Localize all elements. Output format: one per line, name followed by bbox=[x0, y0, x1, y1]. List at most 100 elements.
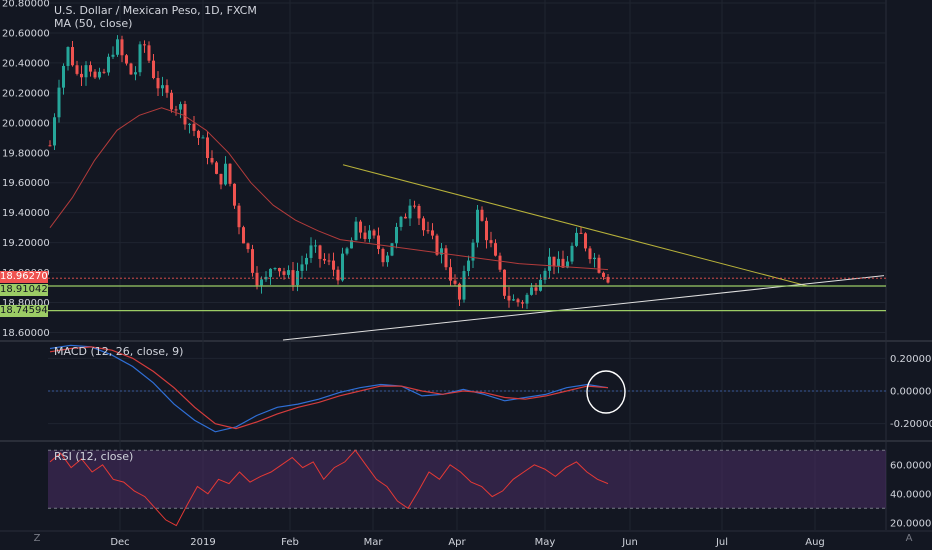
candle-body bbox=[120, 39, 124, 56]
candle-body bbox=[440, 248, 443, 255]
price-tick-label: 18.80000 bbox=[2, 298, 50, 309]
candle-body bbox=[480, 209, 484, 221]
candle-body bbox=[503, 269, 506, 296]
candle-body bbox=[539, 279, 542, 291]
candle-body bbox=[314, 245, 317, 247]
time-tick-label: 2019 bbox=[190, 537, 215, 548]
candle-body bbox=[359, 221, 362, 233]
candle-body bbox=[507, 295, 511, 301]
candle-body bbox=[345, 248, 349, 254]
candle-body bbox=[323, 258, 326, 261]
candle-body bbox=[197, 130, 200, 138]
candle-body bbox=[444, 248, 448, 268]
support-lower-badge: 18.74594 bbox=[0, 305, 48, 317]
macd-line bbox=[49, 344, 609, 433]
candle-body bbox=[404, 216, 407, 219]
candle-body bbox=[170, 92, 173, 110]
candle-body bbox=[125, 55, 128, 64]
candle-body bbox=[561, 258, 565, 268]
candle-body bbox=[174, 109, 178, 111]
candle-body bbox=[354, 221, 358, 241]
candle-body bbox=[476, 209, 479, 243]
candle-body bbox=[350, 240, 353, 249]
candle-body bbox=[260, 279, 263, 286]
zoom-icon[interactable]: Z bbox=[33, 533, 41, 544]
candle-body bbox=[80, 73, 83, 78]
candle-body bbox=[534, 287, 538, 291]
candle-body bbox=[489, 240, 493, 244]
price-tick-label: 19.20000 bbox=[2, 238, 50, 249]
candle-body bbox=[341, 253, 344, 281]
candle-body bbox=[183, 104, 187, 125]
candle-body bbox=[422, 218, 425, 231]
price-tick-label: 20.20000 bbox=[2, 88, 50, 99]
time-tick-label: Mar bbox=[364, 537, 384, 548]
candle-body bbox=[363, 232, 367, 239]
candle-body bbox=[431, 230, 434, 236]
auto-scale-icon[interactable]: A bbox=[905, 533, 913, 544]
candle-body bbox=[381, 248, 385, 263]
price-tick-label: 19.60000 bbox=[2, 178, 50, 189]
candle-body bbox=[48, 145, 52, 147]
macd-tick-label: -0.20000 bbox=[890, 419, 932, 430]
candle-body bbox=[512, 299, 515, 301]
candle-body bbox=[552, 256, 556, 267]
candle-body bbox=[287, 270, 290, 275]
candle-body bbox=[305, 257, 308, 265]
candle-body bbox=[282, 271, 286, 275]
candle-body bbox=[233, 183, 236, 206]
candle-body bbox=[575, 232, 578, 246]
candle-body bbox=[408, 205, 412, 219]
rsi-line bbox=[49, 449, 609, 527]
candle-body bbox=[593, 257, 596, 260]
candle-body bbox=[516, 299, 520, 303]
candle-body bbox=[89, 65, 92, 72]
candle-body bbox=[525, 294, 529, 304]
time-tick-label: Jul bbox=[715, 537, 728, 548]
candle-body bbox=[390, 243, 394, 256]
candle-body bbox=[246, 243, 250, 250]
candle-body bbox=[462, 271, 466, 300]
annotation-circle[interactable] bbox=[586, 370, 626, 414]
candle-body bbox=[579, 232, 583, 234]
candle-body bbox=[156, 78, 160, 89]
time-tick-label: Jun bbox=[621, 537, 638, 548]
candle-body bbox=[386, 255, 389, 263]
candle-body bbox=[327, 260, 331, 262]
candle-body bbox=[138, 44, 142, 73]
candle-body bbox=[588, 248, 592, 260]
candle-body bbox=[602, 272, 605, 277]
candle-body bbox=[269, 268, 272, 277]
candle-body bbox=[107, 56, 110, 73]
candle-body bbox=[165, 85, 169, 93]
candle-body bbox=[498, 255, 502, 270]
candle-body bbox=[584, 233, 587, 249]
candle-body bbox=[521, 302, 524, 304]
candle-body bbox=[84, 65, 88, 78]
support-upper-badge: 18.91042 bbox=[0, 284, 48, 296]
price-tick-label: 20.00000 bbox=[2, 118, 50, 129]
candle-body bbox=[597, 257, 601, 273]
price-tick-label: 18.60000 bbox=[2, 328, 50, 339]
candle-body bbox=[237, 205, 241, 228]
candle-body bbox=[278, 268, 281, 272]
rsi-tick-label: 40.0000 bbox=[890, 489, 931, 500]
candle-body bbox=[98, 71, 101, 78]
macd-tick-label: 0.20000 bbox=[890, 354, 931, 365]
candle-body bbox=[426, 230, 430, 232]
candle-body bbox=[147, 45, 151, 61]
candle-body bbox=[188, 123, 191, 125]
candle-body bbox=[71, 47, 74, 66]
candle-body bbox=[336, 269, 340, 281]
rsi-band bbox=[48, 450, 886, 509]
candle-body bbox=[62, 65, 65, 88]
ma-50-line bbox=[49, 107, 609, 271]
candle-body bbox=[66, 47, 70, 66]
macd-tick-label: 0.00000 bbox=[890, 387, 931, 398]
candle-body bbox=[467, 260, 470, 272]
candle-body bbox=[215, 162, 218, 174]
candle-body bbox=[417, 205, 421, 219]
candle-body bbox=[413, 205, 416, 207]
candle-body bbox=[129, 63, 133, 75]
